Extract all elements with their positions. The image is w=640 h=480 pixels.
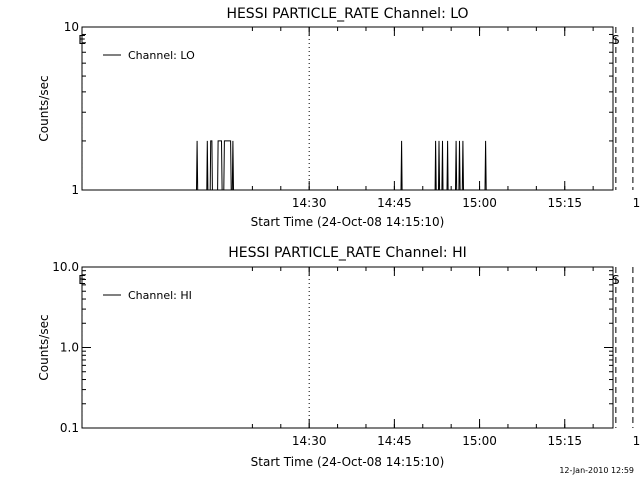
x-tick-label: 14:45 — [377, 196, 412, 210]
x-tick-label: 14:30 — [292, 434, 327, 448]
legend-label: Channel: HI — [128, 289, 192, 302]
y-axis-label: Counts/sec — [37, 75, 51, 141]
y-tick-label: 0.1 — [60, 421, 79, 435]
x-tick-label: 14:45 — [377, 434, 412, 448]
x-tick-label: 15:15 — [547, 196, 582, 210]
y-tick-label: 1 — [71, 183, 79, 197]
legend-label: Channel: LO — [128, 49, 195, 62]
event-marker-label: S — [612, 273, 620, 287]
event-marker-label: E — [78, 33, 86, 47]
y-axis-label: Counts/sec — [37, 314, 51, 380]
y-tick-label: 1.0 — [60, 341, 79, 355]
series-line — [82, 140, 613, 191]
x-axis-label: Start Time (24-Oct-08 14:15:10) — [251, 455, 445, 469]
chart-panel-1: HESSI PARTICLE_RATE Channel: HI Start Tim… — [37, 245, 640, 469]
x-tick-label: 14:30 — [292, 196, 327, 210]
event-marker-label: S — [612, 33, 620, 47]
x-tick-label: 15:30 — [633, 196, 640, 210]
y-tick-label: 10 — [64, 20, 79, 34]
chart-title: HESSI PARTICLE_RATE Channel: LO — [226, 6, 468, 22]
x-tick-label: 15:00 — [462, 196, 497, 210]
y-tick-label: 10.0 — [52, 260, 79, 274]
footer-timestamp: 12-Jan-2010 12:59 — [559, 466, 634, 475]
x-axis-label: Start Time (24-Oct-08 14:15:10) — [251, 215, 445, 229]
x-tick-label: 15:15 — [547, 434, 582, 448]
x-tick-label: 15:00 — [462, 434, 497, 448]
chart-panel-0: HESSI PARTICLE_RATE Channel: LO Start Tim… — [37, 6, 640, 229]
event-marker-label: E — [78, 273, 86, 287]
x-tick-label: 15:30 — [633, 434, 640, 448]
chart-title: HESSI PARTICLE_RATE Channel: HI — [228, 245, 466, 261]
